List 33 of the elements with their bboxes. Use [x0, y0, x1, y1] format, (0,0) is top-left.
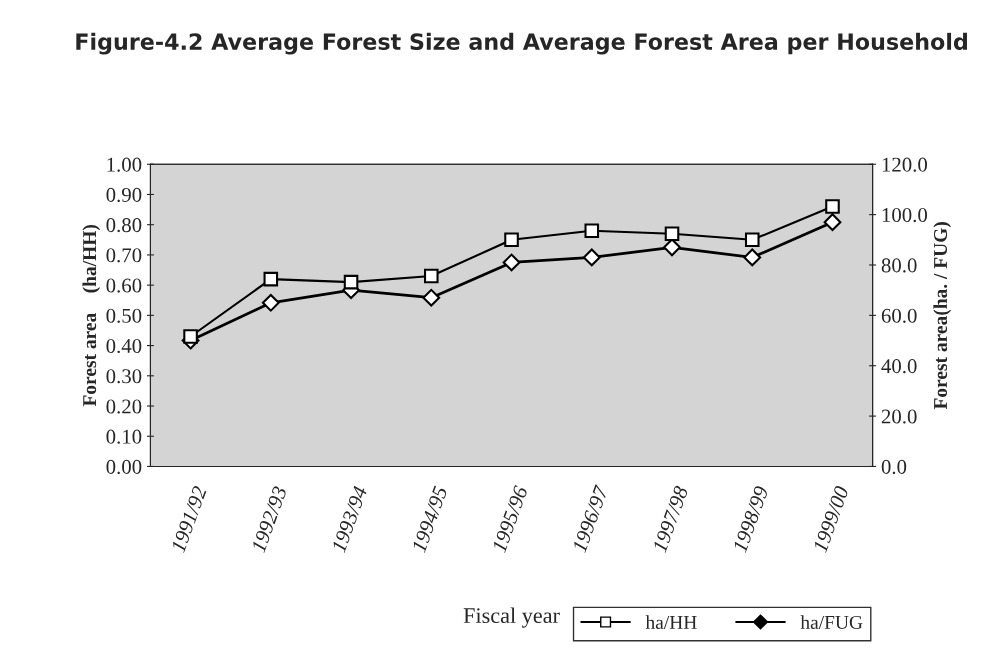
y-tick-label: 1.00	[107, 157, 142, 172]
y-axis-title: Forest area (ha/HH)	[82, 225, 101, 407]
y2-tick-label: 0.0	[881, 459, 907, 474]
x-axis-title: Fiscal year	[463, 607, 560, 628]
y-tick-label: 0.30	[106, 369, 142, 384]
y2-axis-title: Forest area(ha. / FUG)	[933, 222, 952, 410]
y-tick-label: 0.90	[106, 187, 142, 202]
y-tick-label: 0.80	[106, 218, 142, 233]
x-tick-label: 1998/99	[732, 485, 769, 554]
y2-tick-label: 40.0	[881, 359, 917, 374]
x-tick-label: 1993/94	[331, 485, 368, 554]
x-tick-label: 1999/00	[812, 485, 849, 554]
y2-tick-label: 100.0	[882, 207, 928, 223]
y-tick-label: 0.50	[106, 308, 142, 323]
x-tick-label: 1991/92	[170, 485, 207, 554]
x-tick-label: 1997/98	[652, 485, 689, 554]
y2-tick-label: 120.0	[882, 157, 928, 172]
x-tick-label: 1995/96	[491, 484, 529, 554]
y-tick-label: 0.70	[106, 248, 142, 263]
legend-label: ha/FUG	[800, 615, 863, 629]
y-tick-label: 0.10	[106, 429, 142, 444]
x-tick-label: 1992/93	[251, 485, 288, 554]
y-tick-label: 0.00	[106, 459, 142, 474]
x-tick-label: 1994/95	[411, 485, 448, 554]
x-tick-label: 1996/97	[572, 484, 609, 554]
legend-label: ha/HH	[645, 615, 697, 629]
y2-tick-label: 60.0	[881, 308, 917, 323]
y-tick-label: 0.60	[106, 278, 142, 293]
chart-title: Figure-4.2 Average Forest Size and Average Forest Area per Household	[76, 32, 967, 55]
y-tick-label: 0.20	[106, 399, 142, 414]
y2-tick-label: 80.0	[881, 258, 917, 273]
y-tick-label: 0.40	[106, 338, 142, 354]
y2-tick-label: 20.0	[881, 409, 917, 424]
